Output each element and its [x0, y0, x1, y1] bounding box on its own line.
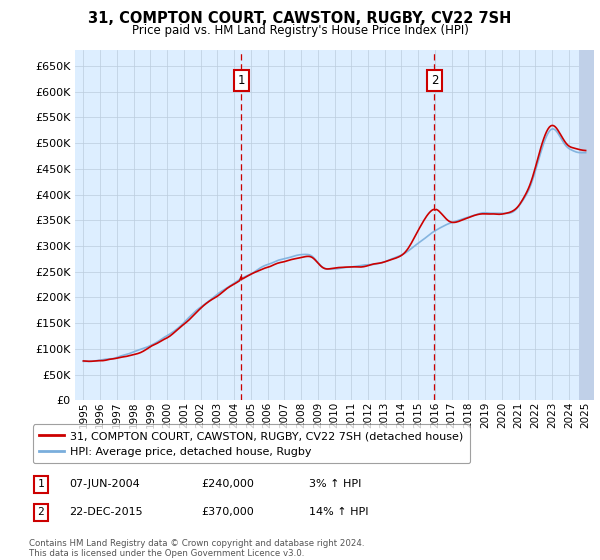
Text: 14% ↑ HPI: 14% ↑ HPI	[309, 507, 368, 517]
Text: 1: 1	[238, 74, 245, 87]
Text: £240,000: £240,000	[201, 479, 254, 489]
Legend: 31, COMPTON COURT, CAWSTON, RUGBY, CV22 7SH (detached house), HPI: Average price: 31, COMPTON COURT, CAWSTON, RUGBY, CV22 …	[32, 424, 470, 463]
Text: 07-JUN-2004: 07-JUN-2004	[69, 479, 140, 489]
Text: 22-DEC-2015: 22-DEC-2015	[69, 507, 143, 517]
Text: Contains HM Land Registry data © Crown copyright and database right 2024.
This d: Contains HM Land Registry data © Crown c…	[29, 539, 364, 558]
Text: 31, COMPTON COURT, CAWSTON, RUGBY, CV22 7SH: 31, COMPTON COURT, CAWSTON, RUGBY, CV22 …	[88, 11, 512, 26]
Text: £370,000: £370,000	[201, 507, 254, 517]
Bar	[578, 50, 594, 400]
Text: Price paid vs. HM Land Registry's House Price Index (HPI): Price paid vs. HM Land Registry's House …	[131, 24, 469, 36]
Text: 3% ↑ HPI: 3% ↑ HPI	[309, 479, 361, 489]
Text: 2: 2	[37, 507, 44, 517]
Text: 1: 1	[37, 479, 44, 489]
Text: 2: 2	[431, 74, 438, 87]
